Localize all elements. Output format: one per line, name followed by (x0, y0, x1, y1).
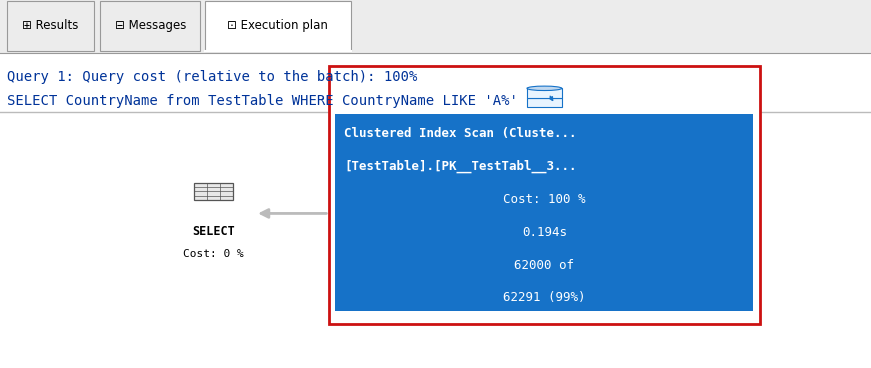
Bar (0, 53, 871, 112)
Text: Clustered Index Scan (Cluste...: Clustered Index Scan (Cluste... (344, 127, 577, 140)
Text: SELECT CountryName from TestTable WHERE CountryName LIKE 'A%': SELECT CountryName from TestTable WHERE … (7, 94, 518, 108)
Text: 62291 (99%): 62291 (99%) (503, 291, 585, 304)
Bar (0, 112, 871, 368)
Bar (194, 183, 233, 200)
Bar (205, 1, 351, 51)
Text: ⊟ Messages: ⊟ Messages (115, 20, 186, 32)
Bar (0, 0, 871, 53)
Text: ⊞ Results: ⊞ Results (23, 20, 78, 32)
Bar (7, 1, 94, 51)
Text: Query 1: Query cost (relative to the batch): 100%: Query 1: Query cost (relative to the bat… (7, 70, 417, 84)
Bar (329, 66, 760, 324)
Text: [TestTable].[PK__TestTabl__3...: [TestTable].[PK__TestTabl__3... (344, 160, 577, 173)
Bar (527, 88, 562, 98)
Text: ⊡ Execution plan: ⊡ Execution plan (227, 20, 328, 32)
Bar (527, 98, 562, 107)
Text: 0.194s: 0.194s (522, 226, 567, 239)
Text: SELECT: SELECT (192, 225, 235, 238)
Bar (335, 114, 753, 311)
Bar (100, 1, 200, 51)
Text: 62000 of: 62000 of (515, 259, 574, 272)
Text: Cost: 0 %: Cost: 0 % (183, 249, 244, 259)
Text: Cost: 100 %: Cost: 100 % (503, 193, 585, 206)
Ellipse shape (527, 86, 562, 91)
